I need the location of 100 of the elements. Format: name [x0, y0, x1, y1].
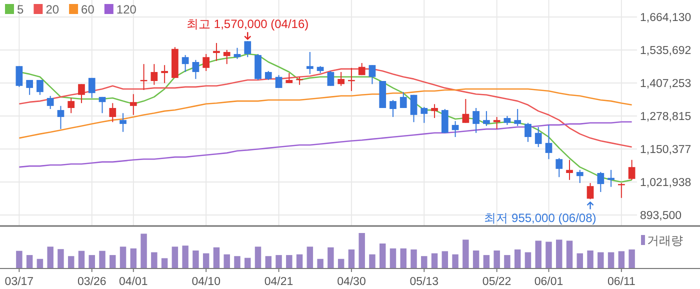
bar [161, 258, 168, 268]
bar [286, 255, 292, 268]
y-tick-label: 1,150,377 [640, 144, 692, 156]
bar [348, 249, 355, 268]
y-tick-label: 1,535,692 [640, 45, 692, 57]
candlestick [109, 102, 116, 123]
bar [379, 244, 386, 268]
bar [338, 258, 344, 268]
candlestick [358, 62, 366, 76]
candlestick [78, 84, 85, 104]
candlestick [98, 96, 106, 114]
bar [472, 250, 480, 268]
x-tick-label: 05/13 [410, 276, 439, 288]
y-tick-label: 1,664,130 [640, 12, 692, 24]
candlestick [213, 42, 220, 62]
candlestick [368, 64, 376, 85]
candlestick [223, 49, 230, 65]
legend-label: 20 [46, 2, 60, 16]
candlestick [524, 122, 532, 142]
candlestick [545, 124, 552, 160]
candlestick [628, 159, 636, 180]
candlestick [16, 66, 23, 88]
bar [608, 252, 614, 268]
annotation: 최고 1,570,000 (04/16) [186, 17, 309, 32]
bar [494, 250, 500, 268]
bar [78, 250, 85, 268]
bar [244, 258, 251, 268]
bar [369, 254, 376, 268]
bar [483, 255, 490, 268]
bar [535, 240, 542, 268]
annotation: 최저 955,000 (06/08) [484, 211, 596, 226]
candlestick [400, 92, 407, 108]
bar [276, 255, 282, 268]
bar [151, 252, 158, 268]
candlestick [566, 159, 573, 180]
candlestick [483, 110, 490, 126]
candlestick [161, 64, 168, 84]
candlestick [493, 116, 500, 130]
bar [317, 258, 324, 268]
bar [110, 255, 116, 268]
bar [130, 248, 137, 268]
candlestick [452, 120, 459, 138]
bar [16, 250, 22, 268]
bar [120, 246, 126, 268]
candlestick [431, 104, 438, 119]
bar [504, 255, 510, 268]
bar [400, 248, 406, 268]
x-tick-label: 03/26 [77, 276, 106, 288]
bar [192, 250, 199, 268]
x-tick-label: 04/21 [264, 276, 294, 288]
bar [328, 247, 334, 268]
y-tick-label: 1,021,938 [640, 177, 692, 189]
bar [452, 254, 458, 268]
x-tick-label: 03/17 [4, 276, 34, 288]
candlestick [534, 126, 542, 148]
candlestick [88, 77, 96, 98]
bar [618, 251, 625, 268]
bar [431, 253, 438, 268]
bar [598, 252, 604, 268]
candlestick [46, 95, 54, 110]
line-series [18, 88, 632, 139]
bar [524, 252, 532, 268]
bar [58, 249, 64, 268]
candlestick [275, 74, 282, 88]
legend-label: 60 [81, 2, 95, 16]
candlestick [472, 107, 480, 134]
x-tick-label: 04/30 [337, 276, 366, 288]
candlestick [608, 169, 614, 188]
candlestick [182, 54, 189, 73]
bar [442, 251, 448, 268]
candlestick [234, 47, 241, 60]
candlestick [192, 59, 200, 80]
x-tick-label: 05/22 [482, 276, 512, 288]
bar [306, 246, 314, 268]
x-tick-label: 04/01 [119, 276, 148, 288]
candlestick [68, 97, 75, 114]
bar [234, 256, 240, 268]
bar [576, 253, 584, 268]
bar [26, 255, 33, 268]
candlestick [462, 98, 470, 124]
x-tick-label: 06/01 [534, 276, 564, 288]
candlestick [514, 108, 522, 126]
candlestick [306, 51, 314, 75]
candlestick [244, 40, 252, 58]
candlestick [254, 54, 262, 80]
bar [556, 240, 562, 268]
candlestick [441, 108, 448, 134]
candlestick [202, 54, 210, 72]
candlestick [120, 112, 126, 132]
bar [265, 256, 272, 268]
candlestick [390, 100, 396, 118]
bar [202, 253, 210, 268]
bar [390, 248, 396, 268]
candlestick [586, 182, 594, 200]
candlestick [410, 94, 418, 123]
y-tick-label: 1,407,253 [640, 78, 692, 90]
bar [514, 249, 521, 268]
bar [36, 258, 44, 268]
legend-label: 거래량 [647, 234, 683, 248]
candlestick [130, 94, 137, 116]
